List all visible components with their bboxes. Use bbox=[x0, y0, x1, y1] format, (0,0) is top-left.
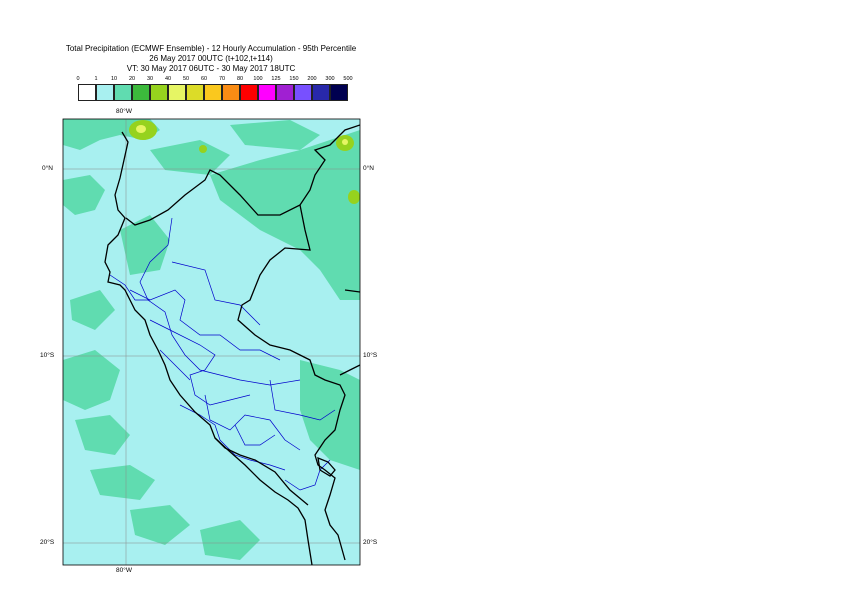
sea-wet-patch bbox=[130, 505, 190, 545]
regional-boundary bbox=[129, 289, 281, 361]
lat-label-left-0: 0°N bbox=[42, 165, 53, 172]
heavy-spot bbox=[199, 145, 207, 153]
lat-label-right-20: 20°S bbox=[363, 539, 378, 546]
legend-level-label: 20 bbox=[128, 76, 136, 82]
sea-wet-patch bbox=[230, 120, 320, 150]
sea-wet-patch bbox=[63, 175, 105, 215]
peak-spot bbox=[136, 125, 146, 133]
legend-level-label: 500 bbox=[343, 76, 353, 82]
regional-boundary bbox=[204, 394, 301, 451]
country-border bbox=[125, 124, 360, 226]
legend-swatch bbox=[186, 84, 204, 101]
legend-swatch bbox=[330, 84, 348, 101]
sea-wet-patch bbox=[150, 140, 230, 175]
lon-label-bottom: 80°W bbox=[116, 567, 132, 574]
sea-wet-patch bbox=[75, 415, 130, 455]
lat-label-left-10: 10°S bbox=[40, 352, 55, 359]
legend-swatch bbox=[132, 84, 150, 101]
sea-wet-patch bbox=[200, 520, 260, 560]
legend-level-label: 200 bbox=[307, 76, 317, 82]
valid-time-label: VT: 30 May 2017 06UTC - 30 May 2017 18UT… bbox=[126, 64, 296, 73]
map-canvas bbox=[63, 119, 360, 565]
regional-boundary bbox=[149, 319, 251, 406]
land-wet-area bbox=[120, 215, 170, 275]
map-title: Total Precipitation (ECMWF Ensemble) - 1… bbox=[65, 44, 357, 53]
regional-boundaries bbox=[109, 217, 336, 491]
legend-swatch bbox=[168, 84, 186, 101]
legend-swatch bbox=[150, 84, 168, 101]
lake-titicaca bbox=[317, 456, 336, 477]
legend-swatch bbox=[204, 84, 222, 101]
legend-swatch bbox=[240, 84, 258, 101]
heavy-spot bbox=[348, 190, 360, 204]
sea-precip-patches bbox=[63, 119, 320, 560]
regional-boundary bbox=[234, 424, 276, 446]
legend-level-label: 30 bbox=[146, 76, 154, 82]
graticule bbox=[63, 119, 360, 565]
regional-boundary bbox=[109, 274, 150, 301]
legend-swatch bbox=[114, 84, 132, 101]
lat-label-right-0: 0°N bbox=[363, 165, 374, 172]
land-wet-area bbox=[300, 360, 360, 470]
legend-level-label: 10 bbox=[110, 76, 118, 82]
heavy-precip-spots bbox=[129, 120, 360, 204]
regional-boundary bbox=[284, 459, 331, 491]
legend-level-label: 150 bbox=[289, 76, 299, 82]
country-border bbox=[237, 204, 346, 561]
legend-swatch bbox=[96, 84, 114, 101]
land-wet-area bbox=[210, 130, 360, 300]
legend-level-label: 70 bbox=[218, 76, 226, 82]
legend-swatch bbox=[78, 84, 96, 101]
map-frame bbox=[62, 118, 361, 566]
regional-boundary bbox=[179, 404, 286, 471]
base-time-label: 26 May 2017 00UTC (t+102,t+114) bbox=[149, 54, 273, 63]
lat-label-left-20: 20°S bbox=[40, 539, 55, 546]
country-borders bbox=[104, 124, 360, 565]
legend-swatch bbox=[312, 84, 330, 101]
sea-wet-patch bbox=[90, 465, 155, 500]
legend-level-label: 100 bbox=[253, 76, 263, 82]
coastline bbox=[104, 131, 313, 565]
regional-boundary bbox=[171, 261, 261, 326]
regional-boundary bbox=[139, 217, 301, 386]
regional-boundary bbox=[269, 379, 336, 421]
legend-swatch bbox=[258, 84, 276, 101]
country-border bbox=[214, 437, 309, 506]
legend-level-label: 125 bbox=[271, 76, 281, 82]
legend-level-label: 60 bbox=[200, 76, 208, 82]
legend-swatch bbox=[276, 84, 294, 101]
country-border bbox=[339, 364, 360, 376]
sea-wet-patch bbox=[70, 290, 115, 330]
sea-wet-patch bbox=[63, 350, 120, 410]
legend-swatch bbox=[294, 84, 312, 101]
peak-spot bbox=[342, 139, 348, 145]
legend-level-label: 40 bbox=[164, 76, 172, 82]
country-border bbox=[344, 289, 360, 293]
lon-label-top: 80°W bbox=[116, 108, 132, 115]
legend-level-label: 50 bbox=[182, 76, 190, 82]
legend-level-label: 1 bbox=[94, 76, 98, 82]
land-precip-areas bbox=[120, 130, 360, 470]
regional-boundary bbox=[159, 349, 191, 381]
lat-label-right-10: 10°S bbox=[363, 352, 378, 359]
legend-swatch bbox=[222, 84, 240, 101]
legend-level-label: 0 bbox=[76, 76, 80, 82]
legend-level-label: 80 bbox=[236, 76, 244, 82]
legend-level-label: 300 bbox=[325, 76, 335, 82]
